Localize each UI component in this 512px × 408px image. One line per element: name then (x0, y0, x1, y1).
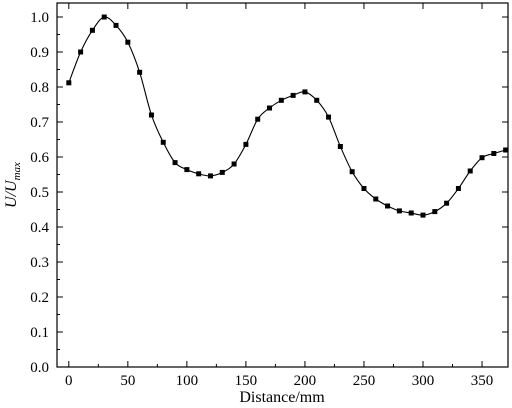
data-point-marker (113, 22, 119, 28)
x-tick-label: 300 (412, 373, 435, 389)
data-point-marker (125, 39, 131, 45)
plot-frame (56, 2, 509, 368)
data-point-marker (455, 186, 461, 191)
y-tick-label: 0.2 (30, 290, 49, 306)
data-point-marker (432, 209, 438, 215)
y-tick-label: 0.7 (30, 115, 49, 131)
data-point-marker (491, 151, 497, 156)
data-point-marker (326, 114, 332, 120)
y-axis-ticks: 0.0 0.1 0.2 0.3 0.4 0.5 0.6 0.7 0.8 0.9 1.0 (30, 10, 508, 376)
y-tick-label: 0.5 (30, 185, 49, 201)
data-point-marker (479, 155, 485, 161)
data-point-marker (89, 27, 95, 33)
x-tick-label: 250 (353, 373, 376, 389)
data-point-marker (137, 69, 143, 75)
y-tick-label: 0.8 (30, 80, 49, 96)
data-point-marker (184, 167, 190, 173)
y-tick-label: 0.4 (30, 220, 49, 236)
data-point-marker (66, 80, 72, 86)
data-point-marker (314, 97, 320, 103)
data-point-marker (243, 141, 249, 147)
x-tick-label: 150 (235, 373, 258, 389)
data-point-marker (503, 147, 509, 153)
data-point-marker (385, 203, 391, 209)
y-tick-label: 0.6 (30, 150, 49, 166)
y-tick-label: 0.0 (30, 360, 49, 376)
y-axis-label-subscript: max (11, 162, 23, 180)
data-point-marker (361, 186, 367, 191)
x-tick-label: 0 (65, 373, 73, 389)
data-point-marker (196, 171, 202, 177)
x-tick-label: 100 (176, 373, 199, 389)
x-tick-label: 50 (120, 373, 135, 389)
data-point-marker (337, 144, 343, 149)
data-point-marker (420, 212, 426, 218)
data-point-marker (444, 200, 450, 206)
data-point-marker (219, 169, 225, 175)
data-point-marker (302, 89, 308, 95)
data-point-marker (396, 208, 402, 214)
y-axis-label: U/Umax (3, 162, 23, 208)
y-axis-label-main: U/U (3, 179, 20, 208)
data-markers (66, 14, 509, 218)
y-tick-label: 1.0 (30, 10, 49, 26)
x-axis-label: Distance/mm (239, 389, 325, 406)
x-tick-label: 200 (294, 373, 317, 389)
data-point-marker (255, 116, 261, 122)
data-point-marker (373, 196, 379, 202)
data-point-marker (278, 97, 284, 103)
x-axis-ticks: 0 50 100 150 200 250 300 350 (65, 3, 493, 389)
y-tick-label: 0.9 (30, 45, 49, 61)
data-point-marker (231, 161, 237, 167)
y-tick-label: 0.1 (30, 325, 49, 341)
data-point-marker (78, 49, 84, 55)
data-point-marker (408, 210, 414, 216)
data-point-marker (290, 92, 296, 98)
data-point-marker (172, 160, 178, 166)
data-point-marker (148, 112, 154, 118)
data-point-marker (267, 105, 273, 111)
data-point-marker (160, 139, 166, 145)
data-point-marker (207, 173, 213, 179)
data-point-marker (467, 168, 473, 174)
series-line (68, 16, 506, 216)
data-point-marker (349, 169, 355, 175)
y-tick-label: 0.3 (30, 255, 49, 271)
data-point-marker (101, 14, 107, 20)
x-tick-label: 350 (471, 373, 494, 389)
